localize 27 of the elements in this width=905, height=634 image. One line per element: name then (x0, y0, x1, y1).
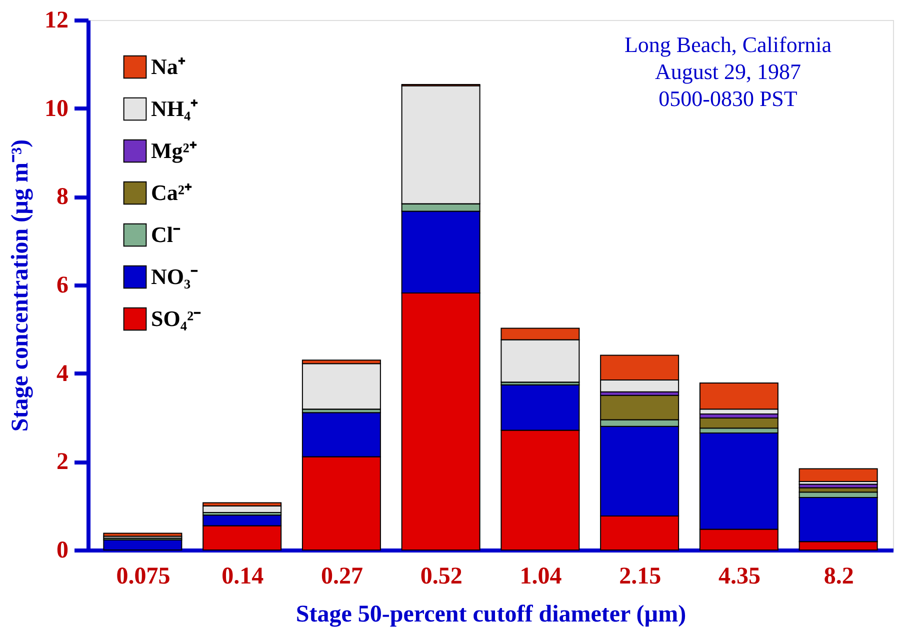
y-tick-label: 6 (56, 272, 68, 298)
legend-label: NO₃⁻ (151, 264, 199, 289)
legend-label: SO₄²⁻ (151, 306, 202, 331)
legend-label: Mg²⁺ (151, 138, 198, 163)
y-tick-label: 10 (44, 96, 68, 122)
legend-label: NH₄⁺ (151, 96, 199, 121)
x-tick-label: 1.04 (520, 564, 562, 590)
x-tick-label: 0.27 (320, 564, 363, 590)
annotation: Long Beach, California (624, 32, 832, 57)
x-tick-label: 0.14 (222, 564, 264, 590)
y-tick-label: 2 (56, 449, 68, 476)
y-tick-label: 8 (56, 184, 68, 210)
annotation: August 29, 1987 (654, 59, 802, 84)
x-tick-label: 8.2 (824, 564, 854, 590)
y-tick-label: 12 (44, 8, 68, 34)
annotation: 0500-0830 PST (658, 86, 798, 111)
x-axis-title: Stage 50-percent cutoff diameter (µm) (296, 602, 686, 628)
legend-label: Ca²⁺ (151, 180, 192, 205)
x-tick-label: 4.35 (718, 564, 760, 590)
legend-label: Cl⁻ (151, 222, 181, 247)
y-axis-title: Stage concentration (µg m⁻³) (8, 139, 34, 432)
x-tick-label: 2.15 (619, 564, 662, 590)
x-tick-label: 0.075 (116, 564, 170, 590)
y-tick-label: 0 (56, 538, 68, 564)
legend-label: Na⁺ (151, 54, 186, 79)
x-tick-label: 0.52 (420, 564, 462, 590)
y-tick-label: 4 (56, 360, 68, 387)
